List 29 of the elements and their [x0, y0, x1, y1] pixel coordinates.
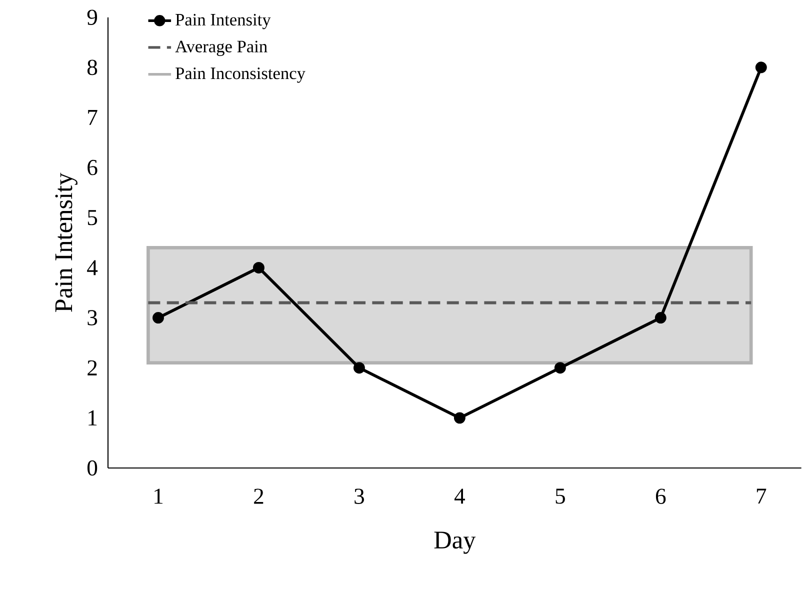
point	[353, 362, 365, 374]
y-tick-label: 1	[88, 410, 97, 426]
legend-label: Pain Intensity	[176, 14, 271, 29]
y-tick-label: 9	[87, 10, 98, 25]
point	[454, 412, 466, 424]
legend-label: Average Pain	[175, 40, 268, 56]
legend-label: Pain Inconsistency	[176, 67, 306, 83]
x-tick-label: 2	[254, 488, 264, 504]
x-tick-label: 3	[354, 488, 364, 504]
y-tick-label: 6	[88, 160, 98, 176]
y-tick-label: 7	[88, 110, 98, 125]
y-axis-title: Pain Intensity	[55, 172, 78, 312]
point	[554, 362, 566, 374]
y-tick-label: 4	[87, 260, 98, 276]
y-tick-label: 5	[88, 210, 98, 226]
point	[755, 62, 767, 73]
point	[252, 262, 264, 274]
x-tick-label: 6	[656, 488, 666, 504]
y-tick-label: 0	[87, 460, 98, 476]
x-tick-label: 4	[454, 488, 465, 504]
y-tick-label: 3	[88, 310, 98, 326]
x-tick-label: 1	[154, 488, 163, 504]
x-axis-title: Day	[434, 532, 476, 554]
x-tick-label: 7	[756, 488, 766, 504]
y-tick-label: 8	[87, 60, 98, 75]
point	[654, 312, 666, 324]
y-tick-label: 2	[88, 360, 97, 376]
point	[152, 312, 164, 324]
x-tick-label: 5	[556, 488, 565, 504]
